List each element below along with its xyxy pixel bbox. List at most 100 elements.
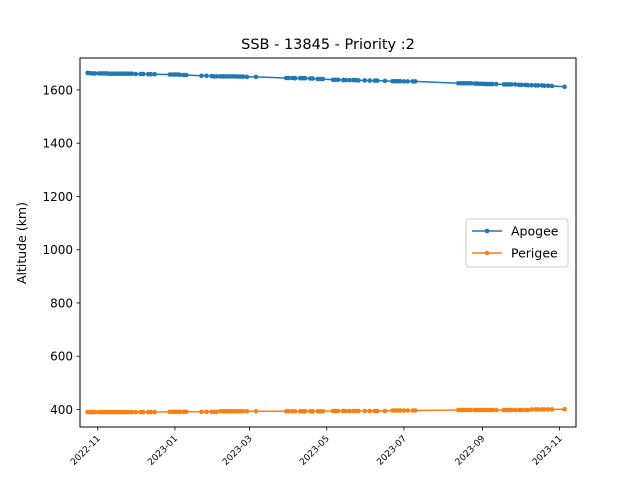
apogee-point [286, 75, 292, 81]
apogee-point [320, 76, 326, 82]
apogee-point [240, 74, 246, 79]
perigee-point [199, 409, 204, 415]
perigee-point [292, 409, 298, 414]
apogee-point [525, 82, 531, 88]
legend-perigee-label: Perigee [511, 246, 558, 261]
perigee-point [92, 409, 98, 415]
perigee-point [148, 409, 154, 415]
perigee-point [529, 407, 534, 412]
y-tick-label: 400 [50, 403, 73, 417]
perigee-point [204, 409, 209, 415]
apogee-point [413, 79, 418, 84]
y-tick-label: 1600 [42, 83, 73, 97]
perigee-point [240, 409, 246, 414]
perigee-point [356, 408, 361, 414]
apogee-point [177, 72, 183, 78]
perigee-point [519, 407, 524, 413]
y-tick-label: 1000 [42, 243, 73, 257]
perigee-point [286, 409, 292, 414]
apogee-point [253, 74, 259, 80]
legend: Apogee Perigee [465, 218, 569, 268]
apogee-point [367, 78, 373, 83]
apogee-point [509, 82, 514, 87]
apogee-point [382, 78, 388, 84]
perigee-point [545, 407, 551, 412]
chart-title: SSB - 13845 - Priority :2 [241, 37, 415, 53]
perigee-point [405, 408, 411, 413]
apogee-point [542, 83, 547, 88]
perigee-point [397, 408, 403, 413]
y-axis-label: Altitude (km) [14, 202, 29, 284]
apogee-point [356, 78, 361, 83]
apogee-point [562, 84, 567, 90]
perigee-point [214, 409, 219, 415]
perigee-point [549, 407, 555, 412]
legend-apogee-marker [484, 228, 490, 234]
apogee-point [343, 77, 349, 83]
apogee-point [490, 81, 495, 87]
perigee-point [494, 407, 499, 413]
apogee-point [468, 81, 474, 86]
perigee-point [509, 407, 514, 413]
perigee-point [562, 406, 567, 412]
apogee-point [133, 71, 138, 77]
perigee-point [152, 409, 157, 415]
apogee-point [529, 82, 534, 88]
perigee-point [129, 409, 135, 415]
perigee-point [177, 409, 183, 415]
perigee-point [133, 409, 138, 415]
perigee-point [347, 408, 352, 414]
perigee-point [320, 409, 326, 414]
y-tick-label: 600 [50, 350, 73, 364]
perigee-point [490, 407, 495, 413]
perigee-point [362, 408, 368, 414]
perigee-point [513, 407, 518, 413]
apogee-point [535, 83, 541, 88]
apogee-point [405, 79, 411, 84]
apogee-point [184, 72, 189, 78]
apogee-point [362, 78, 368, 83]
apogee-point [494, 81, 499, 87]
perigee-point [184, 409, 189, 415]
apogee-point [347, 77, 352, 83]
perigee-point [367, 408, 373, 414]
y-tick-label: 800 [50, 296, 73, 310]
perigee-point [335, 408, 341, 414]
perigee-point [343, 408, 349, 414]
apogee-point [549, 83, 555, 89]
perigee-point [382, 408, 388, 414]
perigee-point [535, 407, 541, 412]
apogee-point [519, 82, 524, 88]
axes-frame [79, 57, 577, 428]
perigee-point [141, 409, 146, 415]
apogee-point [513, 82, 518, 87]
perigee-point [302, 409, 308, 414]
perigee-point [244, 409, 250, 414]
apogee-point [152, 71, 157, 77]
perigee-point [413, 408, 418, 413]
perigee-point [525, 407, 531, 413]
apogee-point [199, 73, 204, 79]
apogee-point [545, 83, 551, 88]
y-tick-label: 1200 [42, 190, 73, 204]
apogee-point [335, 77, 341, 83]
apogee-point [141, 71, 146, 77]
y-tick-label: 1400 [42, 137, 73, 151]
apogee-point [401, 79, 407, 84]
perigee-point [310, 409, 316, 414]
apogee-point [292, 75, 298, 81]
apogee-point [302, 75, 308, 81]
apogee-point [214, 74, 219, 79]
apogee-point [397, 78, 403, 84]
perigee-point [401, 408, 407, 413]
legend-perigee-marker [484, 250, 490, 256]
apogee-point [375, 78, 380, 83]
plot-area [85, 70, 567, 415]
legend-apogee-label: Apogee [511, 224, 559, 239]
perigee-point [375, 408, 380, 414]
apogee-point [204, 73, 209, 79]
apogee-point [92, 71, 98, 76]
apogee-point [129, 71, 135, 76]
apogee-point [244, 74, 250, 80]
